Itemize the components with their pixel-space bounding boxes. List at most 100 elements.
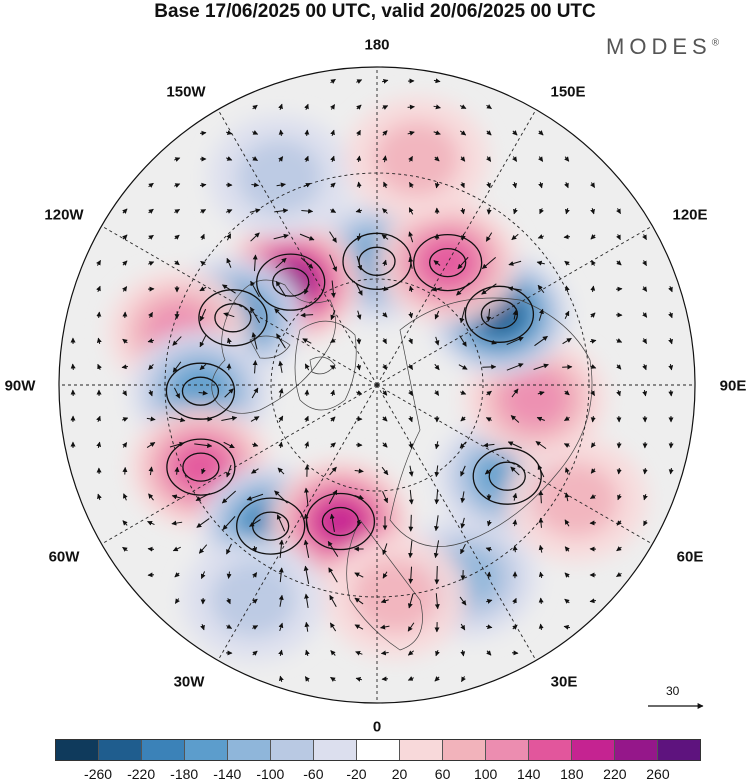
wind-vector [434, 490, 440, 505]
wind-vector [486, 182, 491, 189]
wind-vector [459, 335, 467, 347]
wind-vector [200, 571, 206, 580]
wind-vector [275, 280, 287, 297]
anomaly-band [502, 370, 569, 428]
colorbar-segment [356, 740, 399, 760]
wind-vector [330, 78, 336, 84]
wind-vector [330, 676, 336, 682]
wind-vector [564, 207, 570, 215]
wind-vector [200, 233, 205, 240]
meridian-line [376, 225, 653, 386]
wind-vector [506, 363, 524, 371]
wind-vector [643, 493, 648, 501]
wind-vector [148, 234, 154, 240]
wind-vector [278, 622, 284, 632]
wind-vector [380, 598, 389, 604]
wind-vector [251, 387, 259, 399]
wind-vector [590, 182, 596, 188]
wind-vector [146, 442, 156, 448]
wind-vector [172, 336, 182, 346]
wind-vector [304, 593, 310, 609]
wind-vector [481, 257, 496, 269]
wind-vector [252, 650, 258, 656]
wind-vector [199, 308, 207, 322]
wind-vector [276, 514, 286, 532]
wind-vector [194, 443, 213, 449]
wind-vector [249, 519, 261, 527]
wind-vector [510, 415, 520, 423]
wind-vector [354, 624, 364, 630]
wind-vector [459, 104, 467, 109]
wind-vector [302, 338, 312, 344]
wind-vector [460, 182, 465, 189]
wind-vector [174, 598, 180, 604]
wind-vector [668, 312, 673, 319]
wind-vector [589, 598, 597, 604]
wind-vector [642, 389, 648, 397]
wind-vector [460, 623, 466, 631]
wind-vector [590, 390, 595, 396]
wind-vector [486, 104, 492, 110]
wind-vector [616, 467, 622, 475]
wind-vector [564, 572, 570, 578]
wind-vector [226, 233, 232, 241]
wind-vector [252, 545, 258, 553]
wind-vector [329, 594, 337, 607]
wind-vector [329, 365, 336, 370]
wind-vector [381, 78, 389, 84]
wind-vector [435, 650, 440, 657]
wind-vector [383, 181, 388, 189]
wind-vector [199, 182, 207, 188]
wind-vector [330, 155, 335, 163]
wind-vector [221, 490, 237, 504]
wind-vector [198, 390, 208, 396]
wind-vector [278, 649, 284, 657]
wind-vector [201, 468, 206, 475]
wind-vector [303, 487, 309, 506]
wind-vector [485, 547, 493, 552]
wind-vector [199, 363, 207, 371]
wind-vector [407, 104, 415, 110]
wind-vector [199, 130, 207, 136]
wind-vector [538, 490, 544, 504]
wind-vector [536, 416, 545, 422]
wind-vector [252, 130, 259, 135]
colorbar-segment [657, 740, 700, 760]
wind-vector [173, 387, 181, 399]
wind-vector [382, 390, 388, 396]
wind-vector [537, 284, 545, 294]
wind-vector [171, 520, 183, 526]
wind-vector [507, 286, 522, 292]
wind-vector [122, 260, 128, 266]
map-boundary [58, 66, 696, 704]
wind-vector [537, 390, 545, 396]
wind-vector [328, 567, 338, 583]
map-title: Base 17/06/2025 00 UTC, valid 20/06/2025… [154, 1, 596, 22]
wind-vector [486, 650, 492, 656]
wind-vector [616, 572, 622, 578]
wind-vector [564, 598, 570, 604]
colorbar-tick-label: 60 [434, 766, 451, 782]
wind-vector [538, 517, 544, 528]
wind-vector [122, 546, 128, 552]
wind-vector [122, 286, 128, 292]
coastline-greenland [294, 320, 357, 411]
wind-vector [512, 181, 518, 189]
anomaly-band [419, 238, 476, 288]
wind-vector [246, 493, 264, 501]
wind-vector [222, 284, 236, 294]
wind-vector [484, 467, 494, 475]
wind-vector [460, 649, 466, 657]
wind-vector [564, 390, 570, 396]
wind-vector [330, 650, 336, 656]
colorbar-segment [485, 740, 528, 760]
wind-vector [278, 441, 284, 449]
wind-vector [147, 338, 155, 344]
wind-vector [381, 466, 389, 476]
wind-vector [642, 312, 648, 318]
meridian-line [217, 384, 378, 661]
wind-vector [300, 257, 314, 269]
wind-vector [512, 597, 517, 604]
wind-vector [407, 622, 415, 632]
wind-vector [563, 443, 570, 448]
